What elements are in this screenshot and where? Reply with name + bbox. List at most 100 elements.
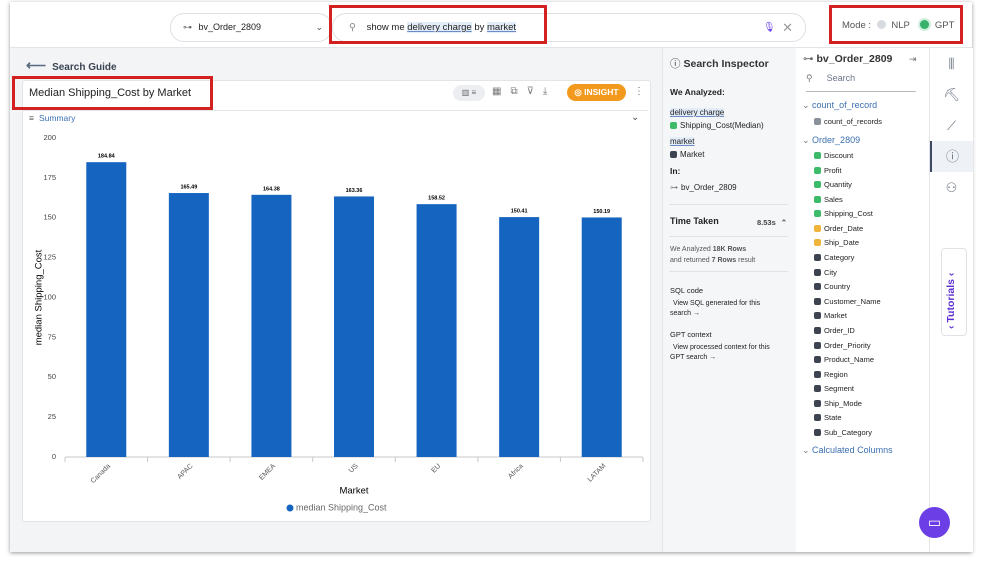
x-tick-label: Canada xyxy=(90,463,112,485)
analyzed-term: delivery charge xyxy=(670,108,725,117)
data-label: 150.41 xyxy=(511,209,528,215)
type-icon xyxy=(814,152,821,159)
gpt-link[interactable]: View processed context for this GPT sear… xyxy=(670,344,770,361)
y-tick-label: 175 xyxy=(43,173,56,182)
column-item[interactable]: Region xyxy=(814,370,848,379)
more-menu[interactable]: ⋮ xyxy=(634,86,644,97)
column-item[interactable]: Order_Priority xyxy=(814,341,871,350)
radio[interactable] xyxy=(920,20,930,29)
column-item[interactable]: Product_Name xyxy=(814,355,874,364)
search-box[interactable]: ⚲ show me delivery charge by market 🎙 ✕ xyxy=(332,13,806,42)
column-item[interactable]: Order_Date xyxy=(814,224,863,233)
tool-icon[interactable]: ⟋ xyxy=(946,118,957,133)
text: 18K Rows xyxy=(712,246,747,253)
card-title: Median Shipping_Cost by Market xyxy=(29,87,192,99)
column-item[interactable]: Ship_Mode xyxy=(814,399,862,408)
column-name: Category xyxy=(824,253,855,263)
column-item[interactable]: Quantity xyxy=(814,180,852,189)
column-item[interactable]: Customer_Name xyxy=(814,297,881,306)
x-tick-label: US xyxy=(348,463,360,475)
tool-icon[interactable]: ⛏ xyxy=(943,87,960,102)
column-item[interactable]: Order_ID xyxy=(814,326,855,335)
legend-swatch xyxy=(286,504,294,512)
column-name: City xyxy=(824,267,837,277)
column-name: Order_Priority xyxy=(824,340,871,350)
bar xyxy=(334,196,374,457)
type-icon xyxy=(814,195,821,203)
tool-icon[interactable]: ⓘ xyxy=(930,141,973,172)
inspector-title: ⓘ Search Inspector xyxy=(670,58,769,70)
column-item[interactable]: Category xyxy=(814,253,854,262)
divider xyxy=(669,204,788,205)
insight-button[interactable]: ◎ INSIGHT xyxy=(567,84,626,101)
column-item[interactable]: Profit xyxy=(814,166,842,175)
type-icon xyxy=(814,385,821,393)
chat-button[interactable]: ▭ xyxy=(919,507,950,538)
sql-link[interactable]: View SQL generated for this search → xyxy=(670,300,761,317)
x-tick-label: Africa xyxy=(507,463,525,481)
insight-label: INSIGHT xyxy=(584,87,619,97)
column-name: Ship_Date xyxy=(824,238,860,248)
analyzed-term: market xyxy=(670,137,695,146)
type-icon xyxy=(814,399,821,407)
collapse-icon[interactable]: ⇥ xyxy=(909,54,917,64)
tutorials-text: Tutorials xyxy=(945,279,957,323)
chevron: ⌄ xyxy=(315,22,323,32)
column-name: Ship_Mode xyxy=(824,398,862,408)
chevron[interactable]: ⌄ xyxy=(631,112,640,123)
x-axis-label: Market xyxy=(339,486,368,497)
column-item[interactable]: Discount xyxy=(814,151,853,160)
toolbar-icons[interactable]: ▦⧉⊽⤓ xyxy=(492,86,557,97)
x-tick-label: LATAM xyxy=(587,463,608,484)
column-name: Shipping_Cost xyxy=(824,209,873,219)
query-term: delivery charge xyxy=(407,22,472,33)
radio[interactable] xyxy=(876,20,886,29)
column-item[interactable]: Market xyxy=(814,311,847,320)
column-item[interactable]: Sales xyxy=(814,195,843,204)
query-text: by xyxy=(474,22,485,33)
column-name: Discount xyxy=(824,151,854,160)
column-item[interactable]: count_of_records xyxy=(814,117,882,126)
dataset-picker[interactable]: ⊶ bv_Order_2809 ⌄ xyxy=(170,13,332,42)
column-item[interactable]: Segment xyxy=(814,384,854,393)
summary-label: Summary xyxy=(38,113,76,123)
mic-icon[interactable]: 🎙 xyxy=(762,22,775,33)
highlight-box xyxy=(329,5,547,44)
text: 7 Rows xyxy=(711,257,737,264)
type-icon xyxy=(814,118,821,125)
mode-option: NLP xyxy=(891,20,910,31)
type-icon xyxy=(814,356,821,364)
column-item[interactable]: City xyxy=(814,268,837,277)
summary-toggle[interactable]: ≡ Summary xyxy=(29,113,76,123)
y-tick-label: 100 xyxy=(43,292,56,301)
tool-icon[interactable]: ⫼ xyxy=(948,56,955,71)
query-text: show me xyxy=(366,22,405,33)
column-group[interactable]: ⌄ count_of_record xyxy=(802,100,877,111)
column-search[interactable]: ⚲ Search xyxy=(806,70,916,92)
column-item[interactable]: Country xyxy=(814,282,850,291)
column-item[interactable]: Sub_Category xyxy=(814,428,872,437)
column-item[interactable]: Shipping_Cost xyxy=(814,209,873,218)
mode-toggle[interactable]: Mode : NLP GPT xyxy=(842,20,954,31)
column-name: Product_Name xyxy=(824,355,875,365)
search-guide[interactable]: ⟵ Search Guide xyxy=(26,57,117,73)
view-toggle[interactable]: ▥ ≡ xyxy=(453,85,485,101)
y-tick-label: 150 xyxy=(43,213,56,222)
type-icon xyxy=(814,224,821,232)
type-icon xyxy=(814,326,821,334)
column-item[interactable]: Ship_Date xyxy=(814,238,859,247)
tool-icon[interactable]: ⚇ xyxy=(945,180,958,195)
tutorials-tab[interactable]: ‹ Tutorials ‹ xyxy=(941,248,967,336)
bar xyxy=(168,193,209,457)
chevron: ⌄ xyxy=(802,445,813,455)
column-group[interactable]: ⌄ Order_2809 xyxy=(802,135,860,146)
columns-list: ⌄ count_of_record count_of_records ⌄ Order… xyxy=(796,48,929,458)
column-name: Market xyxy=(680,150,705,159)
rows-summary: We Analyzed 18K Rows and returned 7 Rows… xyxy=(670,244,755,266)
y-tick-label: 75 xyxy=(48,332,56,341)
clear-icon[interactable]: ✕ xyxy=(782,20,793,35)
text: We Analyzed xyxy=(670,246,711,253)
column-item[interactable]: State xyxy=(814,413,842,422)
column-group[interactable]: ⌄ Calculated Columns xyxy=(802,445,893,456)
